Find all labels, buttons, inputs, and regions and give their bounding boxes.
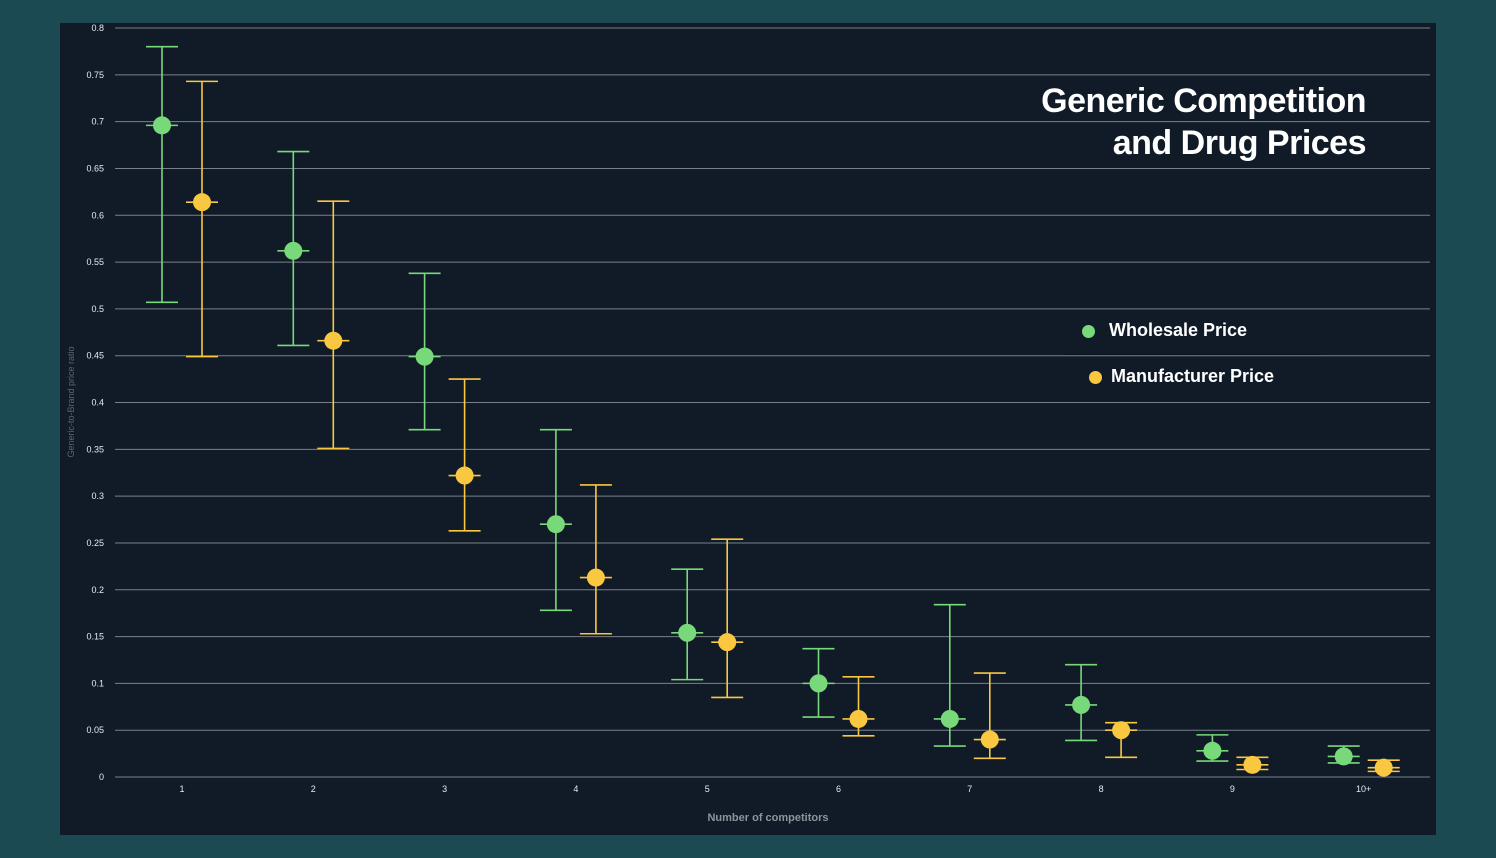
legend-label-wholesale: Wholesale Price bbox=[1109, 320, 1248, 340]
chart-panel: 0 0.05 0.1 0.15 0.2 0.25 0.3 0.35 0.4 0.45 0.5 0.55… bbox=[60, 23, 1436, 835]
legend-swatch-manufacturer bbox=[1089, 371, 1102, 384]
grid-lines bbox=[115, 27, 1430, 778]
y-tick-label: 0.75 bbox=[86, 70, 104, 80]
data-point-wholesale bbox=[1072, 695, 1091, 714]
legend-swatch-wholesale bbox=[1082, 325, 1095, 338]
y-tick-label: 0.1 bbox=[91, 678, 104, 688]
x-tick-label: 8 bbox=[1099, 784, 1104, 794]
series-layer bbox=[146, 45, 1400, 777]
data-point-manufacturer bbox=[324, 331, 343, 350]
y-axis-title: Generic-to-Brand price ratio bbox=[66, 346, 76, 457]
x-tick-label: 3 bbox=[442, 784, 447, 794]
y-tick-label: 0.3 bbox=[91, 491, 104, 501]
data-point-manufacturer bbox=[1374, 758, 1393, 777]
y-tick-label: 0.15 bbox=[86, 632, 104, 642]
series-wholesale bbox=[146, 45, 1360, 766]
y-tick-label: 0.5 bbox=[91, 304, 104, 314]
x-tick-label: 9 bbox=[1230, 784, 1235, 794]
y-tick-label: 0.6 bbox=[91, 210, 104, 220]
y-tick-label: 0.35 bbox=[86, 444, 104, 454]
y-tick-label: 0.05 bbox=[86, 725, 104, 735]
y-tick-label: 0.4 bbox=[91, 398, 104, 408]
y-tick-label: 0.25 bbox=[86, 538, 104, 548]
x-tick-label: 2 bbox=[311, 784, 316, 794]
y-tick-label: 0 bbox=[99, 772, 104, 782]
x-tick-label: 5 bbox=[705, 784, 710, 794]
data-point-wholesale bbox=[1203, 741, 1222, 760]
y-tick-label: 0.8 bbox=[91, 23, 104, 33]
data-point-manufacturer bbox=[586, 568, 605, 587]
legend-item-wholesale: Wholesale Price bbox=[1065, 309, 1322, 354]
chart-title: Generic Competition and Drug Prices bbox=[1041, 80, 1366, 164]
x-tick-label: 10+ bbox=[1356, 784, 1371, 794]
data-point-manufacturer bbox=[980, 730, 999, 749]
y-tick-label: 0.7 bbox=[91, 117, 104, 127]
data-point-manufacturer bbox=[455, 466, 474, 485]
x-tick-label: 1 bbox=[179, 784, 184, 794]
data-point-wholesale bbox=[153, 116, 171, 135]
series-manufacturer bbox=[186, 80, 1400, 777]
data-point-wholesale bbox=[678, 623, 697, 642]
x-axis-title: Number of competitors bbox=[707, 812, 828, 824]
chart-svg: 0 0.05 0.1 0.15 0.2 0.25 0.3 0.35 0.4 0.45 0.5 0.55… bbox=[66, 23, 1430, 824]
legend-label-manufacturer: Manufacturer Price bbox=[1111, 366, 1275, 386]
x-tick-label: 7 bbox=[967, 784, 972, 794]
data-point-wholesale bbox=[1334, 747, 1353, 766]
data-point-wholesale bbox=[940, 709, 959, 728]
x-tick-labels: 1 2 3 4 5 6 7 8 9 10+ bbox=[179, 784, 1371, 794]
y-tick-label: 0.55 bbox=[86, 257, 104, 267]
y-tick-label: 0.65 bbox=[86, 163, 104, 173]
x-tick-label: 6 bbox=[836, 784, 841, 794]
data-point-wholesale bbox=[284, 241, 303, 260]
legend-item-manufacturer: Manufacturer Price bbox=[1065, 355, 1322, 400]
data-point-manufacturer bbox=[1243, 755, 1262, 774]
data-point-wholesale bbox=[415, 347, 434, 366]
y-tick-label: 0.2 bbox=[91, 585, 104, 595]
y-tick-labels: 0 0.05 0.1 0.15 0.2 0.25 0.3 0.35 0.4 0.45 0.5 0.55… bbox=[86, 23, 104, 782]
chart-title-line-2: and Drug Prices bbox=[1112, 124, 1367, 162]
data-point-manufacturer bbox=[718, 633, 737, 652]
chart-title-line-1: Generic Competition bbox=[1041, 82, 1366, 120]
data-point-wholesale bbox=[809, 674, 828, 693]
data-point-manufacturer bbox=[193, 193, 211, 212]
y-tick-label: 0.45 bbox=[86, 351, 104, 361]
legend: Wholesale Price Manufacturer Price bbox=[1065, 309, 1322, 400]
x-tick-label: 4 bbox=[573, 784, 578, 794]
data-point-wholesale bbox=[546, 515, 565, 534]
legend-divider bbox=[1065, 354, 1322, 355]
data-point-manufacturer bbox=[1112, 721, 1131, 740]
data-point-manufacturer bbox=[849, 709, 868, 728]
